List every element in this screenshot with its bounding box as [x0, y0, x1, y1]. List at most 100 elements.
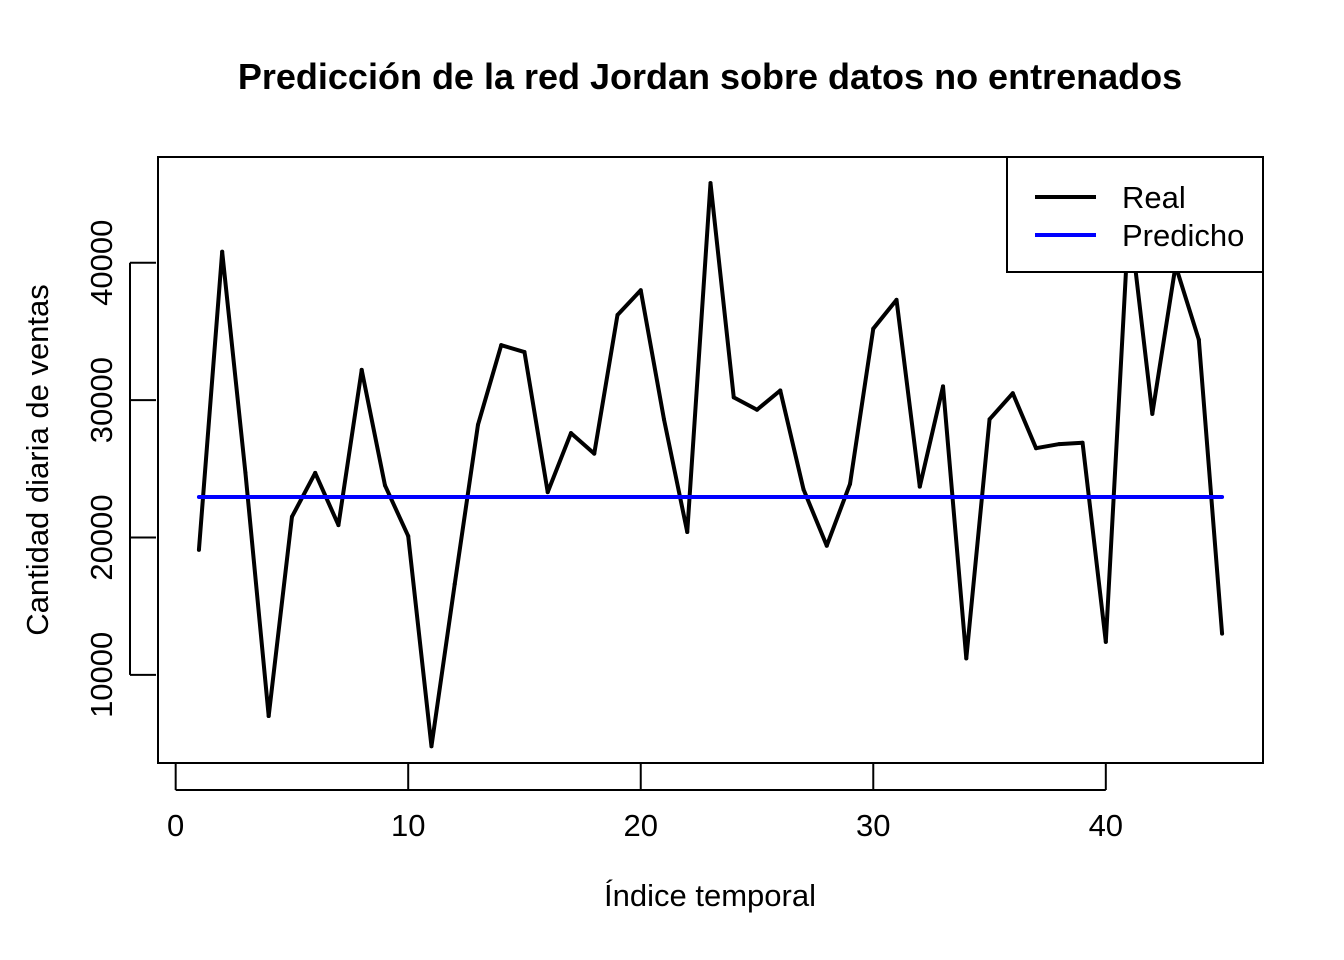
data-point-real	[848, 481, 853, 486]
data-point-predicho	[1034, 494, 1039, 499]
data-point-predicho	[1127, 494, 1132, 499]
x-tick-label: 0	[167, 808, 184, 843]
data-point-real	[592, 451, 597, 456]
data-point-predicho	[1173, 494, 1178, 499]
data-point-real	[313, 470, 318, 475]
data-point-real	[941, 384, 946, 389]
y-tick-label: 40000	[84, 220, 119, 306]
x-tick-label: 10	[391, 808, 425, 843]
data-point-real	[708, 181, 713, 186]
data-point-predicho	[778, 494, 783, 499]
data-point-predicho	[755, 494, 760, 499]
data-point-predicho	[1103, 494, 1108, 499]
data-point-predicho	[406, 494, 411, 499]
data-point-real	[359, 367, 364, 372]
x-tick-label: 30	[856, 808, 890, 843]
data-point-predicho	[568, 494, 573, 499]
y-tick-label: 10000	[84, 632, 119, 718]
chart-title: Predicción de la red Jordan sobre datos …	[237, 56, 1183, 97]
data-point-predicho	[987, 494, 992, 499]
data-point-real	[987, 417, 992, 422]
data-point-predicho	[429, 494, 434, 499]
data-point-real	[661, 417, 666, 422]
data-point-predicho	[894, 494, 899, 499]
x-tick-label: 40	[1089, 808, 1123, 843]
data-point-real	[685, 529, 690, 534]
data-point-real	[220, 249, 225, 254]
data-point-predicho	[336, 494, 341, 499]
data-point-predicho	[1220, 494, 1225, 499]
data-point-real	[638, 288, 643, 293]
data-point-predicho	[545, 494, 550, 499]
data-point-predicho	[243, 494, 248, 499]
data-point-predicho	[731, 494, 736, 499]
data-point-real	[1196, 337, 1201, 342]
data-point-predicho	[382, 494, 387, 499]
data-point-predicho	[452, 494, 457, 499]
data-point-predicho	[475, 494, 480, 499]
x-axis-label: Índice temporal	[604, 878, 816, 913]
y-tick-label: 20000	[84, 494, 119, 580]
data-point-predicho	[359, 494, 364, 499]
data-point-real	[266, 714, 271, 719]
data-point-real	[917, 484, 922, 489]
data-point-real	[1010, 391, 1015, 396]
plot-frame	[157, 156, 1264, 764]
data-point-real	[568, 431, 573, 436]
data-point-predicho	[661, 494, 666, 499]
data-point-real	[1080, 440, 1085, 445]
data-point-real	[1150, 411, 1155, 416]
data-point-real	[1103, 639, 1108, 644]
data-point-real	[871, 326, 876, 331]
legend-label: Real	[1122, 180, 1186, 215]
x-tick-label: 20	[623, 808, 657, 843]
data-point-predicho	[1196, 494, 1201, 499]
data-point-real	[615, 312, 620, 317]
data-point-real	[1220, 631, 1225, 636]
data-point-predicho	[289, 494, 294, 499]
data-point-predicho	[1080, 494, 1085, 499]
data-point-predicho	[1150, 494, 1155, 499]
data-point-real	[429, 744, 434, 749]
data-point-predicho	[1010, 494, 1015, 499]
data-point-predicho	[964, 494, 969, 499]
data-point-real	[475, 422, 480, 427]
data-point-predicho	[1057, 494, 1062, 499]
data-point-predicho	[638, 494, 643, 499]
data-point-real	[522, 350, 527, 355]
data-point-predicho	[313, 494, 318, 499]
data-point-real	[731, 395, 736, 400]
legend-label: Predicho	[1122, 218, 1244, 253]
data-point-real	[1034, 446, 1039, 451]
data-point-predicho	[266, 494, 271, 499]
data-point-real	[1057, 442, 1062, 447]
data-point-predicho	[708, 494, 713, 499]
series-layer	[196, 181, 1225, 749]
data-point-real	[824, 543, 829, 548]
data-point-predicho	[499, 494, 504, 499]
data-point-predicho	[615, 494, 620, 499]
data-point-predicho	[685, 494, 690, 499]
data-point-predicho	[941, 494, 946, 499]
data-point-real	[499, 343, 504, 348]
data-point-real	[336, 523, 341, 528]
data-point-real	[801, 487, 806, 492]
data-point-real	[894, 297, 899, 302]
data-point-real	[964, 656, 969, 661]
data-point-predicho	[848, 494, 853, 499]
data-point-real	[755, 407, 760, 412]
data-point-predicho	[592, 494, 597, 499]
data-point-predicho	[522, 494, 527, 499]
data-point-real	[196, 547, 201, 552]
data-point-predicho	[801, 494, 806, 499]
legend-box	[1006, 156, 1264, 273]
data-point-predicho	[196, 494, 201, 499]
x-axis: 0 10 20 30 40	[167, 764, 1123, 843]
data-point-real	[406, 534, 411, 539]
data-point-real	[289, 514, 294, 519]
data-point-real	[382, 483, 387, 488]
data-point-predicho	[220, 494, 225, 499]
data-point-real	[545, 490, 550, 495]
